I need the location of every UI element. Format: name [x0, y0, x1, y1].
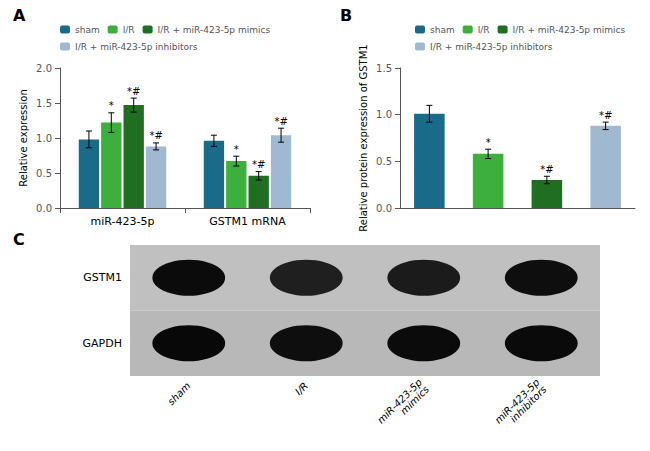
svg-text:A: A: [13, 6, 26, 25]
svg-text:0.5: 0.5: [376, 156, 392, 167]
svg-text:GAPDH: GAPDH: [83, 337, 122, 350]
svg-text:1.0: 1.0: [36, 133, 52, 144]
svg-text:*: *: [109, 100, 114, 111]
svg-text:1.5: 1.5: [376, 63, 392, 74]
svg-text:I/R: I/R: [478, 25, 490, 35]
svg-text:I/R: I/R: [293, 380, 310, 397]
svg-text:0.5: 0.5: [36, 168, 52, 179]
svg-text:*: *: [234, 144, 239, 155]
svg-text:miR-423-5p: miR-423-5p: [375, 376, 425, 426]
svg-text:*#: *#: [599, 110, 612, 121]
svg-text:I/R + miR-423-5p mimics: I/R + miR-423-5p mimics: [513, 25, 626, 35]
svg-text:0.0: 0.0: [36, 203, 52, 214]
svg-text:sham: sham: [430, 25, 455, 35]
svg-text:*: *: [486, 137, 491, 148]
svg-text:GSTM1 mRNA: GSTM1 mRNA: [209, 215, 286, 228]
svg-text:*#: *#: [252, 159, 265, 170]
svg-text:Relative protein expression of: Relative protein expression of GSTM1: [358, 44, 369, 231]
svg-text:miR-423-5p: miR-423-5p: [492, 376, 542, 426]
svg-text:inhibitors: inhibitors: [508, 384, 549, 425]
svg-text:C: C: [13, 230, 25, 249]
svg-text:B: B: [340, 6, 352, 25]
svg-text:0.0: 0.0: [376, 203, 392, 214]
svg-text:*#: *#: [127, 86, 140, 97]
svg-text:*#: *#: [540, 164, 553, 175]
svg-text:I/R + miR-423-5p mimics: I/R + miR-423-5p mimics: [158, 25, 271, 35]
svg-text:GSTM1: GSTM1: [83, 271, 122, 284]
svg-text:*#: *#: [149, 130, 162, 141]
svg-text:*#: *#: [274, 116, 287, 127]
svg-text:Relative expression: Relative expression: [18, 89, 29, 186]
svg-text:1.5: 1.5: [36, 98, 52, 109]
svg-text:mimics: mimics: [398, 384, 431, 417]
svg-text:1.0: 1.0: [376, 109, 392, 120]
svg-text:2.0: 2.0: [36, 63, 52, 74]
svg-text:sham: sham: [166, 380, 193, 407]
svg-text:I/R + miR-423-5p inhibitors: I/R + miR-423-5p inhibitors: [75, 42, 198, 52]
svg-text:I/R: I/R: [123, 25, 135, 35]
svg-text:sham: sham: [75, 25, 100, 35]
svg-text:miR-423-5p: miR-423-5p: [91, 215, 155, 228]
svg-text:I/R + miR-423-5p inhibitors: I/R + miR-423-5p inhibitors: [430, 42, 553, 52]
